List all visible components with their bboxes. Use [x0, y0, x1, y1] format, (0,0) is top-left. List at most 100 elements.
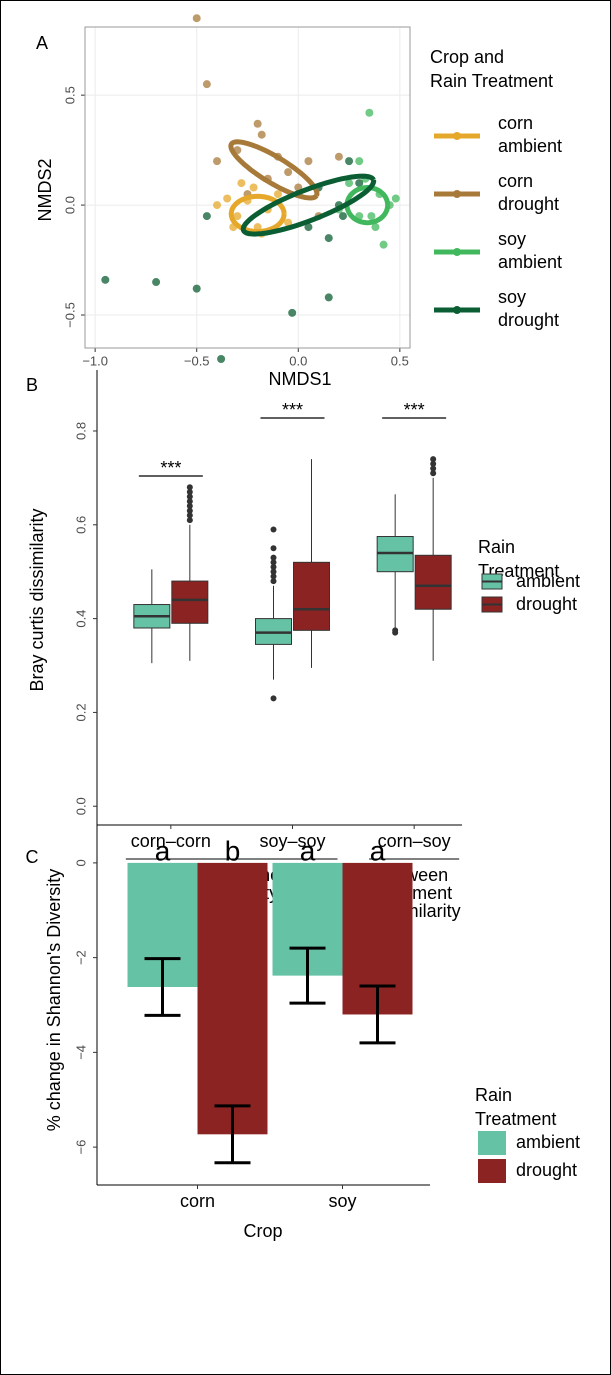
legend-label: drought [516, 1160, 577, 1180]
point [202, 212, 211, 221]
outlier [270, 573, 277, 580]
point [101, 275, 110, 284]
y-tick-label: 0.0 [73, 797, 88, 815]
point [152, 278, 161, 287]
y-tick-label: 0.5 [62, 86, 77, 104]
panel-letter: A [36, 33, 48, 53]
outlier [270, 568, 277, 575]
panel-letter: B [26, 375, 38, 395]
point [324, 293, 333, 302]
outlier [270, 695, 277, 702]
legend-key [478, 1131, 506, 1155]
y-tick-label: −6 [73, 1140, 88, 1155]
box [171, 580, 209, 624]
point [304, 157, 313, 166]
outlier [430, 460, 437, 467]
group-letter: b [225, 835, 241, 866]
point [288, 308, 297, 317]
legend-label: ambient [516, 571, 580, 591]
outlier [186, 512, 193, 519]
outlier [270, 554, 277, 561]
legend-title: Rain [478, 537, 515, 557]
panel-border [84, 26, 411, 349]
point [338, 212, 347, 221]
legend-key [478, 1159, 506, 1183]
group-letter: a [155, 835, 171, 866]
point [391, 194, 400, 203]
point [355, 179, 364, 188]
legend-key-dot [453, 190, 461, 198]
point [253, 119, 262, 128]
point [367, 212, 376, 221]
point [345, 179, 354, 188]
legend-label: ambient [498, 252, 562, 272]
outlier [186, 503, 193, 510]
x-tick-label: −1.0 [82, 353, 108, 368]
outlier [430, 456, 437, 463]
outlier [430, 465, 437, 472]
point [371, 223, 380, 232]
bar [197, 862, 268, 1135]
error-bar [214, 1104, 251, 1165]
point [213, 201, 222, 210]
point [223, 194, 232, 203]
point [217, 354, 226, 363]
outlier [186, 517, 193, 524]
significance-label: *** [282, 400, 303, 420]
legend-title: Crop and [430, 47, 504, 67]
point [192, 284, 201, 293]
significance-label: *** [160, 458, 181, 478]
outlier [186, 484, 193, 491]
x-axis-title: NMDS1 [268, 369, 331, 389]
outlier [270, 545, 277, 552]
legend-label: drought [516, 594, 577, 614]
error-bar [289, 946, 326, 1005]
point [355, 157, 364, 166]
panel-letter: C [26, 847, 39, 867]
legend-key-dot [453, 132, 461, 140]
x-tick-label: corn–soy [378, 831, 451, 851]
legend-label: corn [498, 113, 533, 133]
box [293, 561, 330, 631]
point [192, 14, 201, 23]
y-tick-label: −2 [73, 950, 88, 965]
group-letter: a [370, 835, 386, 866]
point [273, 190, 282, 199]
outlier [270, 526, 277, 533]
point [284, 168, 293, 177]
point [213, 157, 222, 166]
x-axis-title: Crop [243, 1221, 282, 1241]
point [324, 234, 333, 243]
legend-label: soy [498, 287, 526, 307]
box [414, 554, 452, 610]
outlier [186, 488, 193, 495]
legend-label: corn [498, 171, 533, 191]
ellipse [228, 193, 287, 235]
outlier [430, 470, 437, 477]
point [365, 108, 374, 117]
point [233, 212, 242, 221]
x-tick-label: soy–soy [259, 831, 325, 851]
y-tick-label: 0.8 [73, 422, 88, 440]
outlier [186, 498, 193, 505]
y-axis-title: % change in Shannon's Diversity [44, 869, 64, 1132]
y-tick-label: 0 [73, 859, 88, 866]
point [379, 240, 388, 249]
group-letter: a [300, 835, 316, 866]
legend-label: ambient [498, 136, 562, 156]
x-tick-label: 0.5 [391, 353, 409, 368]
outlier [270, 578, 277, 585]
point [249, 183, 258, 192]
legend-title: Rain [475, 1085, 512, 1105]
point [334, 152, 343, 161]
outlier [186, 507, 193, 514]
ellipse [228, 139, 320, 201]
y-axis-title: NMDS2 [35, 158, 55, 221]
legend-label: soy [498, 229, 526, 249]
legend-label: drought [498, 310, 559, 330]
x-tick-label: corn–corn [131, 831, 211, 851]
point [202, 80, 211, 89]
point [284, 218, 293, 227]
x-tick-label: soy [328, 1191, 356, 1211]
